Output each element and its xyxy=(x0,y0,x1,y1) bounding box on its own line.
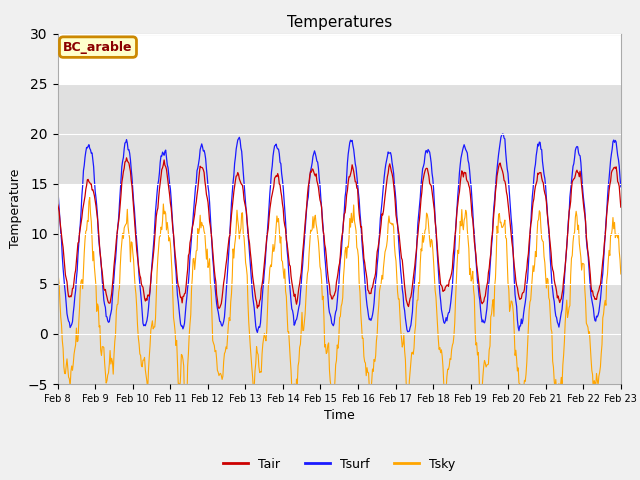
Title: Temperatures: Temperatures xyxy=(287,15,392,30)
X-axis label: Time: Time xyxy=(324,409,355,422)
Bar xyxy=(58,284,621,384)
Bar xyxy=(58,84,621,184)
Legend: Tair, Tsurf, Tsky: Tair, Tsurf, Tsky xyxy=(218,453,461,476)
Y-axis label: Temperature: Temperature xyxy=(9,169,22,249)
Text: BC_arable: BC_arable xyxy=(63,41,132,54)
